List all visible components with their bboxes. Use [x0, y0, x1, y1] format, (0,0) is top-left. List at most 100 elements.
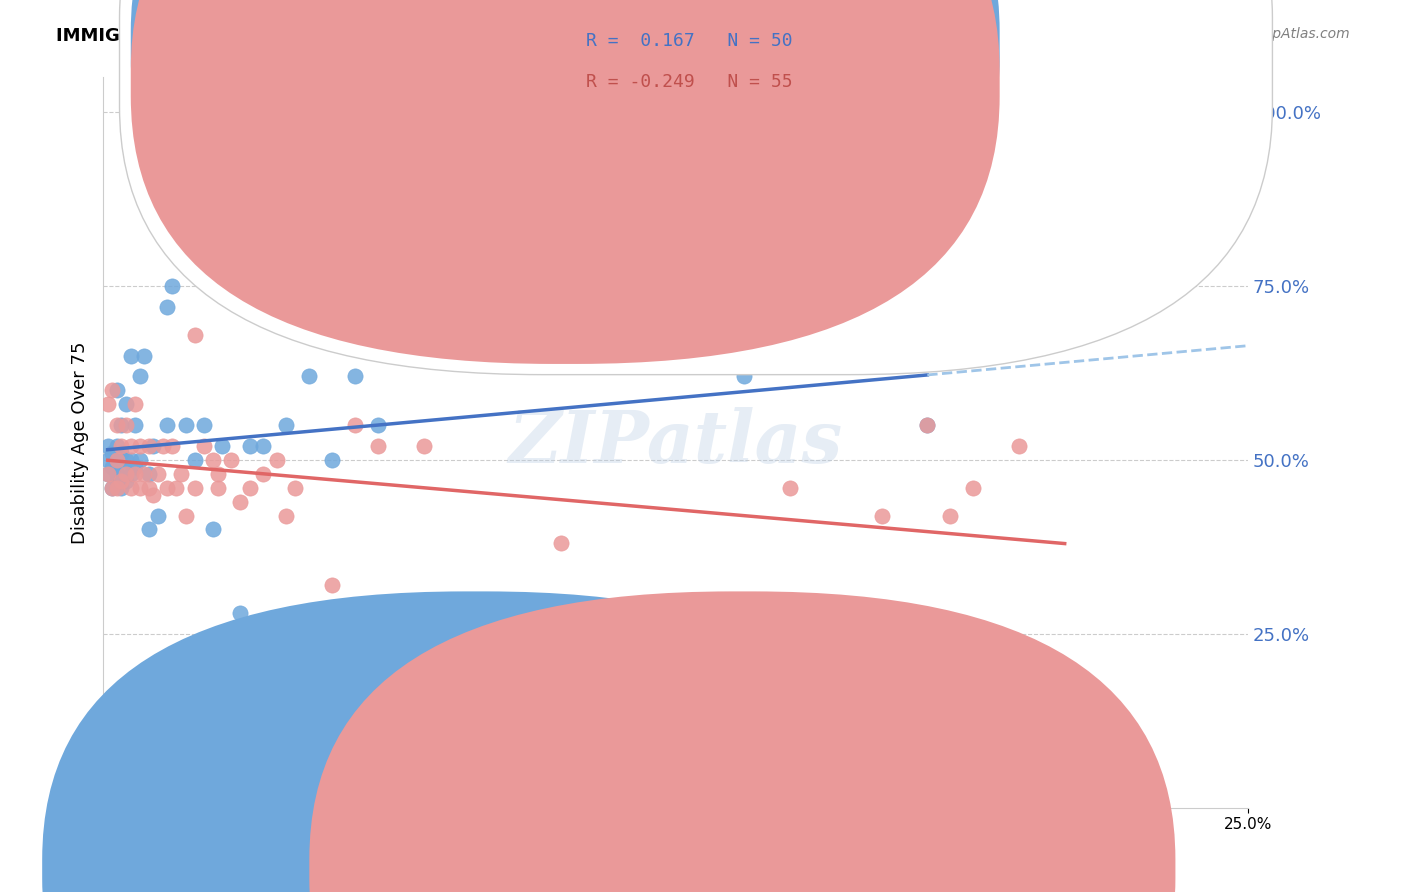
Point — [939, 508, 962, 523]
Point — [138, 481, 160, 495]
Point — [321, 578, 343, 592]
Point — [115, 418, 138, 433]
Point — [101, 481, 124, 495]
Point — [124, 459, 146, 474]
Point — [962, 481, 984, 495]
Point — [101, 446, 124, 460]
Point — [120, 349, 142, 363]
Text: R = -0.249   N = 55: R = -0.249 N = 55 — [586, 73, 793, 91]
Point — [156, 300, 179, 314]
Point — [105, 467, 128, 481]
Point — [97, 467, 120, 481]
Point — [917, 418, 939, 433]
Point — [115, 474, 138, 488]
Point — [120, 467, 142, 481]
Point — [174, 508, 197, 523]
Point — [110, 439, 132, 453]
Text: Immigrants from Lebanon: Immigrants from Lebanon — [506, 856, 721, 874]
Point — [165, 481, 187, 495]
Point — [120, 453, 142, 467]
Point — [146, 467, 169, 481]
Point — [105, 418, 128, 433]
Point — [321, 453, 343, 467]
Point — [138, 523, 160, 537]
Point — [110, 481, 132, 495]
Point — [110, 446, 132, 460]
Text: IMMIGRANTS FROM LEBANON VS EGYPTIAN DISABILITY AGE OVER 75 CORRELATION CHART: IMMIGRANTS FROM LEBANON VS EGYPTIAN DISA… — [56, 27, 976, 45]
Point — [105, 481, 128, 495]
Point — [211, 439, 233, 453]
Point — [170, 467, 193, 481]
Point — [412, 439, 434, 453]
Point — [343, 418, 366, 433]
Point — [367, 418, 389, 433]
Text: Source: ZipAtlas.com: Source: ZipAtlas.com — [1202, 27, 1350, 41]
Point — [124, 467, 146, 481]
Point — [110, 459, 132, 474]
Point — [128, 481, 150, 495]
Point — [193, 418, 215, 433]
Text: R =  0.167   N = 50: R = 0.167 N = 50 — [586, 32, 793, 50]
Point — [110, 474, 132, 488]
Point — [779, 481, 801, 495]
Point — [252, 467, 274, 481]
Point — [458, 606, 481, 620]
Point — [183, 327, 205, 342]
Point — [120, 481, 142, 495]
Point — [343, 369, 366, 384]
Point — [101, 481, 124, 495]
Text: Egyptians: Egyptians — [773, 856, 855, 874]
Point — [266, 453, 288, 467]
Point — [124, 397, 146, 411]
Point — [160, 439, 183, 453]
Point — [128, 369, 150, 384]
Point — [1053, 690, 1076, 704]
Point — [146, 508, 169, 523]
Point — [733, 369, 755, 384]
Point — [550, 175, 572, 189]
Point — [156, 418, 179, 433]
Point — [1008, 439, 1031, 453]
Point — [152, 439, 174, 453]
Point — [97, 439, 120, 453]
Point — [207, 467, 229, 481]
Point — [917, 418, 939, 433]
Point — [105, 439, 128, 453]
Point — [202, 453, 225, 467]
Point — [229, 606, 252, 620]
Point — [252, 439, 274, 453]
Point — [183, 453, 205, 467]
Point — [229, 494, 252, 508]
Point — [276, 508, 298, 523]
Point — [202, 523, 225, 537]
Point — [138, 467, 160, 481]
Point — [298, 369, 321, 384]
Point — [641, 606, 664, 620]
Point — [276, 418, 298, 433]
Point — [115, 453, 138, 467]
Point — [183, 481, 205, 495]
Point — [160, 279, 183, 293]
Point — [142, 439, 165, 453]
Point — [105, 384, 128, 398]
Point — [156, 481, 179, 495]
Point — [128, 453, 150, 467]
Point — [101, 459, 124, 474]
Point — [367, 439, 389, 453]
Point — [115, 467, 138, 481]
Point — [134, 349, 156, 363]
Y-axis label: Disability Age Over 75: Disability Age Over 75 — [72, 342, 89, 544]
Point — [115, 397, 138, 411]
Point — [221, 453, 243, 467]
Point — [120, 439, 142, 453]
Point — [284, 481, 307, 495]
Point — [134, 467, 156, 481]
Point — [97, 397, 120, 411]
Point — [239, 439, 262, 453]
Point — [239, 481, 262, 495]
Point — [105, 474, 128, 488]
Point — [870, 508, 893, 523]
Point — [550, 536, 572, 550]
Point — [138, 439, 160, 453]
Text: ZIPatlas: ZIPatlas — [509, 407, 842, 478]
